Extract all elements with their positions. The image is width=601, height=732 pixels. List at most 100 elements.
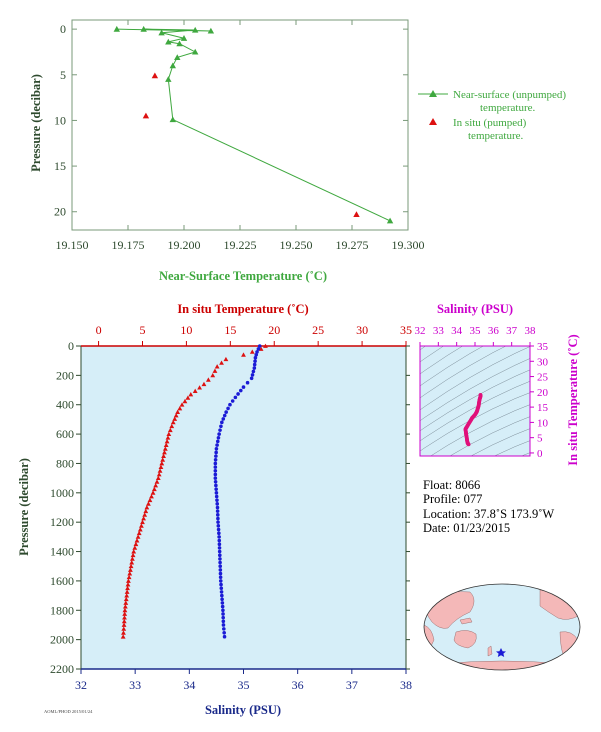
near-surface-x-tick-label: 19.250 — [280, 238, 313, 252]
pressure-tick-label: 1200 — [50, 515, 74, 529]
salinity-profile-point — [221, 623, 226, 627]
temperature-profile-point — [154, 479, 160, 484]
pumped-temperature-point — [142, 112, 150, 119]
temperature-profile-point — [132, 545, 138, 550]
salinity-profile-point — [221, 615, 225, 620]
near-surface-series — [113, 25, 394, 224]
ts-panel — [420, 346, 530, 456]
salinity-profile-point — [218, 553, 222, 558]
salinity-profile-point — [215, 502, 220, 506]
salinity-profile-point — [222, 413, 227, 418]
temperature-profile-point — [129, 556, 135, 561]
temperature-profile-point — [170, 419, 176, 425]
salinity-profile-point — [222, 627, 226, 631]
salinity-profile-point — [221, 612, 225, 616]
temperature-profile-point — [130, 552, 136, 558]
pumped-temperature-point — [353, 211, 360, 218]
salinity-profile-point — [219, 582, 223, 587]
ts-temperature-tick-label: 20 — [537, 387, 549, 399]
float-location: Location: 37.8˚S 173.9˚W — [423, 507, 554, 521]
salinity-profile-point — [230, 399, 235, 403]
temperature-profile-point — [124, 593, 130, 598]
salinity-profile-point — [215, 443, 219, 447]
pressure-tick-label: 1000 — [50, 486, 74, 500]
near-surface-y-tick-label: 15 — [54, 159, 66, 173]
pressure-tick-label: 800 — [56, 456, 74, 470]
ts-salinity-tick-label: 36 — [488, 325, 500, 337]
salinity-profile-point — [218, 579, 223, 583]
salinity-profile-point — [213, 480, 218, 484]
salinity-profile-point — [213, 476, 218, 480]
legend-pumped-label-2: temperature. — [468, 130, 524, 142]
temperature-profile-point — [121, 622, 127, 627]
salinity-profile-point — [256, 347, 261, 351]
near-surface-plot-frame — [71, 19, 409, 231]
salinity-profile-point — [217, 546, 222, 550]
salinity-profile-point — [216, 524, 221, 528]
map-border — [423, 583, 581, 671]
unpumped-temperature-point — [113, 25, 120, 32]
temperature-profile-point — [127, 571, 133, 576]
near-surface-chart: 19.150 19.175 19.200 19.225 19.250 19.275 19.3… — [29, 19, 566, 283]
salinity-profile-point — [215, 439, 220, 444]
temperature-tick-label: 15 — [224, 323, 236, 337]
temperature-profile-point — [241, 352, 246, 357]
salinity-profile-point — [219, 586, 224, 591]
salinity-profile-point — [220, 420, 224, 425]
pressure-tick-label: 1600 — [50, 574, 74, 588]
salinity-profile-point — [220, 597, 224, 602]
ts-temperature-tick-label: 0 — [537, 448, 543, 460]
pumped-temperature-point — [151, 72, 159, 79]
temperature-profile-point — [164, 439, 170, 444]
temperature-profile-point — [182, 398, 188, 404]
salinity-profile-point — [253, 359, 257, 363]
salinity-profile-point — [257, 344, 262, 348]
temperature-profile-point — [122, 615, 127, 620]
temperature-profile-point — [149, 494, 154, 499]
ts-salinity-label: Salinity (PSU) — [437, 302, 513, 316]
near-surface-y-tick-label: 0 — [60, 22, 66, 36]
salinity-profile-point — [255, 350, 259, 354]
temperature-profile-point — [162, 446, 168, 451]
temperature-profile-point — [140, 519, 145, 525]
temperature-profile-point — [157, 468, 163, 473]
salinity-profile-point — [215, 498, 219, 502]
pressure-tick-label: 200 — [56, 368, 74, 382]
footer-note: AOML/PHOD 2015/01/24 — [44, 709, 93, 714]
salinity-profile-point — [224, 410, 228, 414]
unpumped-temperature-point — [174, 54, 181, 60]
salinity-profile-point — [216, 527, 221, 532]
ts-temperature-tick-label: 15 — [537, 402, 549, 414]
salinity-profile-point — [217, 538, 222, 543]
temperature-profile-point — [136, 530, 142, 536]
profile-number: Profile: 077 — [423, 492, 482, 506]
temperature-profile-point — [249, 349, 255, 354]
temperature-profile-point — [173, 413, 179, 418]
salinity-profile-point — [214, 494, 219, 499]
unpumped-temperature-point — [140, 25, 147, 32]
temperature-profile-point — [126, 578, 131, 583]
legend-unpumped-label: Near-surface (unpumped) — [453, 89, 566, 101]
temperature-profile-point — [134, 538, 140, 543]
near-surface-x-tick-label: 19.200 — [168, 238, 201, 252]
temperature-profile-point — [153, 483, 159, 488]
salinity-profile-point — [218, 571, 223, 576]
near-surface-x-tick-label: 19.300 — [392, 238, 425, 252]
temperature-tick-label: 30 — [356, 323, 368, 337]
salinity-profile-point — [251, 369, 256, 374]
temperature-profile-point — [212, 368, 218, 373]
temperature-profile-point — [124, 589, 130, 594]
salinity-profile-point — [216, 435, 221, 440]
temperature-profile-point — [151, 486, 157, 492]
temperature-profile-point — [223, 356, 229, 362]
temperature-tick-label: 0 — [96, 323, 102, 337]
temperature-axis-label: In situ Temperature (˚C) — [177, 302, 308, 316]
temperature-profile-point — [146, 501, 151, 506]
temperature-profile-point — [177, 405, 183, 411]
temperature-tick-label: 35 — [400, 323, 412, 337]
temperature-profile-point — [142, 512, 148, 517]
temperature-profile-point — [175, 409, 181, 414]
pressure-tick-label: 2000 — [50, 633, 74, 647]
temperature-profile-point — [214, 364, 220, 369]
